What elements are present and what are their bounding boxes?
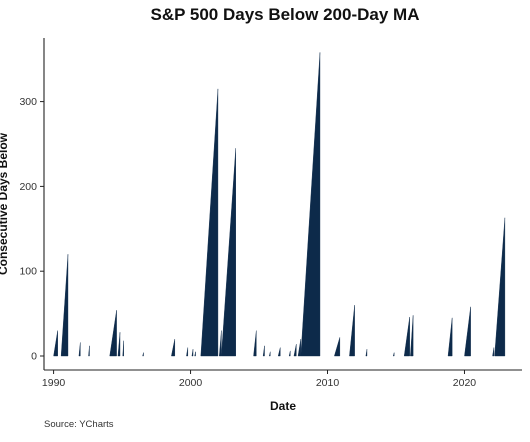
episode-0-19 <box>288 350 291 357</box>
y-tick-label-300: 300 <box>19 96 37 108</box>
episode-0-1 <box>60 254 69 357</box>
episode-0-6 <box>122 340 124 357</box>
x-tick-label-1990: 1990 <box>42 377 66 389</box>
episode-0-7 <box>142 352 144 357</box>
episode-0-18 <box>277 347 281 357</box>
episode-0-31 <box>492 347 495 357</box>
episode-0-8 <box>171 339 175 357</box>
episode-0-17 <box>269 351 271 357</box>
episode-0-5 <box>117 332 121 357</box>
episode-0-29 <box>447 317 453 357</box>
chart-title: S&P 500 Days Below 200-Day MA <box>151 5 420 24</box>
episode-0-3 <box>88 345 90 357</box>
episode-0-28 <box>410 315 414 357</box>
episode-0-24 <box>349 305 355 357</box>
episode-0-20 <box>293 344 297 357</box>
source-note: Source: YCharts <box>44 419 114 430</box>
y-tick-label-100: 100 <box>19 266 37 278</box>
x-tick-label-2010: 2010 <box>316 377 340 389</box>
episode-0-25 <box>365 349 368 357</box>
data-layer <box>53 52 506 357</box>
episode-0-27 <box>403 316 410 357</box>
episode-0-22 <box>300 52 321 357</box>
episode-0-2 <box>78 342 81 357</box>
episode-0-15 <box>253 330 257 357</box>
episode-0-4 <box>109 310 117 357</box>
episode-0-13 <box>219 330 222 357</box>
episode-0-32 <box>494 217 506 357</box>
y-tick-label-0: 0 <box>31 351 37 363</box>
episode-0-16 <box>262 345 265 357</box>
episode-0-30 <box>464 306 471 357</box>
episode-0-14 <box>221 148 236 357</box>
episode-0-10 <box>191 349 194 357</box>
episode-0-9 <box>186 347 189 357</box>
x-axis-title: Date <box>270 399 296 413</box>
x-tick-label-2020: 2020 <box>453 377 477 389</box>
episode-0-21 <box>297 339 302 357</box>
episode-0-0 <box>53 330 58 357</box>
y-axis-ticks: 0 100 200 300 <box>19 96 44 363</box>
y-tick-label-200: 200 <box>19 181 37 193</box>
y-axis-title: Consecutive Days Below <box>0 132 10 275</box>
episode-0-23 <box>334 337 341 357</box>
x-tick-label-2000: 2000 <box>179 377 203 389</box>
episode-0-12 <box>200 88 219 357</box>
x-axis-ticks: 1990 2000 2010 2020 <box>42 370 476 389</box>
episode-0-26 <box>392 352 395 357</box>
episode-0-11 <box>194 351 196 357</box>
